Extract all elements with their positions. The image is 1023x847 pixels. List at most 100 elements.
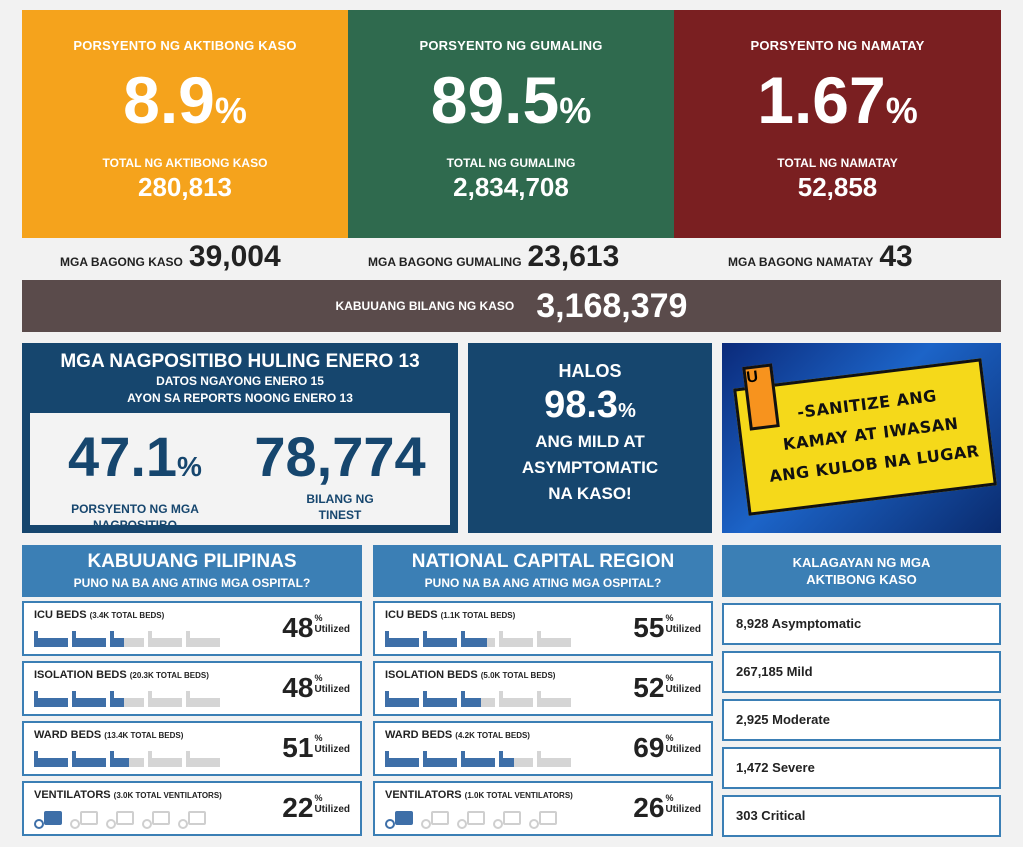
new-recovered-value: 23,613 (527, 240, 620, 273)
bed-icon (537, 691, 571, 707)
bed-type-total: (1.0K TOTAL VENTILATORS) (464, 791, 573, 800)
ph-subtitle: PUNO NA BA ANG ATING MGA OSPITAL? (73, 576, 311, 590)
bed-icon (72, 691, 106, 707)
bed-type-label: WARD BEDS (13.4K TOTAL BEDS) (34, 729, 183, 741)
deaths-pct-value: 1.67% (757, 63, 918, 137)
bed-type-label: ICU BEDS (1.1K TOTAL BEDS) (385, 609, 515, 621)
utilization-percent: 69% Utilized (633, 733, 701, 763)
active-cases-card: PORSYENTO NG AKTIBONG KASO 8.9% TOTAL NG… (22, 10, 348, 238)
bed-type-name: WARD BEDS (34, 729, 102, 741)
mild-line-2: ASYMPTOMATIC (521, 458, 659, 477)
bed-icon (186, 691, 220, 707)
utilization-icons (34, 691, 220, 707)
new-recovered-label: MGA BAGONG GUMALING (368, 255, 522, 269)
positivity-date-line: DATOS NGAYONG ENERO 15 (156, 374, 324, 388)
ph-bed-row: WARD BEDS (13.4K TOTAL BEDS) 51% Utilized (22, 721, 362, 776)
recovered-total-value: 2,834,708 (453, 172, 569, 202)
ph-bed-row: ISOLATION BEDS (20.3K TOTAL BEDS) 48% Util… (22, 661, 362, 716)
utilization-percent: 26% Utilized (633, 793, 701, 823)
bed-type-name: ISOLATION BEDS (385, 669, 478, 681)
ventilator-icon (421, 811, 453, 833)
utilization-icons (34, 751, 220, 767)
positivity-rate-value: 47.1% (68, 425, 202, 488)
bed-type-label: ISOLATION BEDS (5.0K TOTAL BEDS) (385, 669, 555, 681)
active-total-label: TOTAL NG AKTIBONG KASO (102, 156, 268, 170)
status-severe: 1,472 Severe (722, 747, 1001, 789)
ncr-bed-row: WARD BEDS (4.2K TOTAL BEDS) 69% Utilized (373, 721, 713, 776)
ncr-hospital-rows: ICU BEDS (1.1K TOTAL BEDS) 55% Utilized ISO… (373, 601, 713, 841)
utilization-unit: % Utilized (665, 793, 701, 815)
ventilator-icon (34, 811, 66, 833)
ncr-hospital-header: NATIONAL CAPITAL REGION PUNO NA BA ANG A… (373, 545, 713, 597)
bed-icon (385, 751, 419, 767)
ventilator-icon (493, 811, 525, 833)
utilization-value: 48 (282, 672, 314, 703)
utilization-unit: % Utilized (314, 613, 350, 635)
positivity-rate-label-2: NAGPOSITIBO (92, 518, 177, 532)
bed-icon (186, 631, 220, 647)
ph-bed-row: ICU BEDS (3.4K TOTAL BEDS) 48% Utilized (22, 601, 362, 656)
ph-hospital-header: KABUUANG PILIPINAS PUNO NA BA ANG ATING … (22, 545, 362, 597)
status-moderate: 2,925 Moderate (722, 699, 1001, 741)
utilization-icons (34, 811, 210, 833)
total-cases-label: KABUUANG BILANG NG KASO (335, 299, 515, 313)
ph-hospital-rows: ICU BEDS (3.4K TOTAL BEDS) 48% Utilized ISO… (22, 601, 362, 841)
status-mild: 267,185 Mild (722, 651, 1001, 693)
new-recovered: MGA BAGONG GUMALING 23,613 (368, 240, 619, 280)
bed-icon (461, 631, 495, 647)
status-critical: 303 Critical (722, 795, 1001, 837)
recovered-total-label: TOTAL NG GUMALING (446, 156, 576, 170)
active-pct-label: PORSYENTO NG AKTIBONG KASO (73, 38, 297, 53)
tested-label-1: BILANG NG (306, 492, 374, 506)
deaths-total-label: TOTAL NG NAMATAY (777, 156, 898, 170)
utilization-percent: 48% Utilized (282, 673, 350, 703)
bed-type-label: ICU BEDS (3.4K TOTAL BEDS) (34, 609, 164, 621)
bed-icon (34, 751, 68, 767)
positivity-heading: MGA NAGPOSITIBO HULING ENERO 13 (60, 351, 420, 372)
ncr-bed-row: ICU BEDS (1.1K TOTAL BEDS) 55% Utilized (373, 601, 713, 656)
utilization-icons (385, 751, 571, 767)
new-cases-value: 39,004 (188, 240, 281, 273)
bed-type-name: ICU BEDS (385, 609, 438, 621)
mild-line-1: ANG MILD AT (535, 432, 645, 451)
utilization-unit: % Utilized (665, 733, 701, 755)
status-title-2: AKTIBONG KASO (806, 572, 917, 587)
bed-icon (72, 751, 106, 767)
sanitize-reminder-graphic: -SANITIZE ANG KAMAY AT IWASAN ANG KULOB … (722, 343, 1001, 533)
bed-icon (461, 691, 495, 707)
bed-icon (423, 751, 457, 767)
recovered-card: PORSYENTO NG GUMALING 89.5% TOTAL NG GUM… (348, 10, 674, 238)
deaths-total-value: 52,858 (797, 172, 878, 202)
utilization-icons (34, 631, 220, 647)
bed-type-total: (3.4K TOTAL BEDS) (89, 611, 165, 620)
positivity-panel: MGA NAGPOSITIBO HULING ENERO 13 DATOS NG… (22, 343, 458, 533)
ncr-title: NATIONAL CAPITAL REGION (411, 551, 675, 572)
utilization-unit: % Utilized (314, 793, 350, 815)
ventilator-icon (385, 811, 417, 833)
ph-title: KABUUANG PILIPINAS (87, 551, 297, 572)
ventilator-icon (178, 811, 210, 833)
mild-value: 98.3% (544, 384, 636, 426)
bed-type-total: (5.0K TOTAL BEDS) (480, 671, 556, 680)
bed-icon (110, 751, 144, 767)
bed-icon (423, 691, 457, 707)
deaths-pct-label: PORSYENTO NG NAMATAY (750, 38, 925, 53)
ncr-subtitle: PUNO NA BA ANG ATING MGA OSPITAL? (424, 576, 662, 590)
bed-type-total: (20.3K TOTAL BEDS) (129, 671, 209, 680)
ventilator-icon (457, 811, 489, 833)
bed-icon (34, 691, 68, 707)
tested-label-2: TINEST (318, 508, 362, 522)
utilization-unit: % Utilized (665, 613, 701, 635)
bed-icon (72, 631, 106, 647)
tested-value: 78,774 (254, 425, 426, 488)
bed-icon (148, 751, 182, 767)
bed-icon (423, 631, 457, 647)
positivity-source-line: AYON SA REPORTS NOONG ENERO 13 (127, 391, 353, 405)
bed-icon (148, 691, 182, 707)
deaths-card: PORSYENTO NG NAMATAY 1.67% TOTAL NG NAMA… (674, 10, 1001, 238)
active-pct-value: 8.9% (123, 63, 247, 137)
new-deaths: MGA BAGONG NAMATAY 43 (728, 240, 913, 280)
mild-line-3: NA KASO! (548, 484, 632, 503)
ventilator-icon (106, 811, 138, 833)
utilization-value: 55 (633, 612, 665, 643)
